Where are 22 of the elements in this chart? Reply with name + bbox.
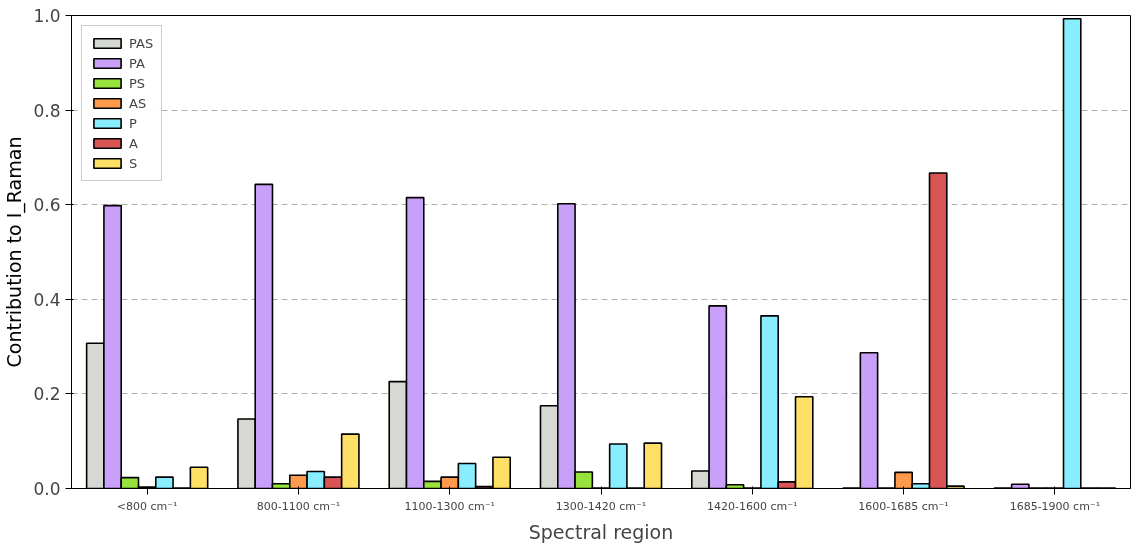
y-tick-label: 0.0 bbox=[33, 479, 61, 499]
legend-label: AS bbox=[129, 94, 148, 112]
x-tick-label: 1600-1685 cm⁻¹ bbox=[858, 499, 949, 513]
x-axis-title: Spectral region bbox=[528, 520, 674, 543]
legend-label: S bbox=[129, 154, 139, 172]
y-tick-label: 1.0 bbox=[33, 6, 61, 26]
y-axis-title: Contribution to I_Raman bbox=[3, 136, 27, 368]
legend-label: PS bbox=[129, 74, 147, 92]
x-tick-label: 1685-1900 cm⁻¹ bbox=[1009, 499, 1101, 513]
x-tick-label: 1300-1420 cm⁻¹ bbox=[555, 499, 647, 513]
y-tick-label: 0.2 bbox=[33, 384, 61, 405]
legend-label: PA bbox=[129, 54, 146, 72]
legend-label: P bbox=[129, 114, 138, 132]
x-tick-label: 1420-1600 cm⁻¹ bbox=[707, 499, 798, 513]
y-tick-label: 0.8 bbox=[33, 100, 61, 121]
x-tick-label: 800-1100 cm⁻¹ bbox=[256, 499, 341, 513]
x-tick-label: <800 cm⁻¹ bbox=[116, 499, 178, 513]
legend-label: PAS bbox=[129, 34, 154, 52]
legend-label: A bbox=[129, 134, 139, 152]
y-tick-label: 0.4 bbox=[33, 289, 61, 310]
y-tick-label: 0.6 bbox=[33, 195, 61, 216]
x-tick-label: 1100-1300 cm⁻¹ bbox=[404, 499, 495, 513]
